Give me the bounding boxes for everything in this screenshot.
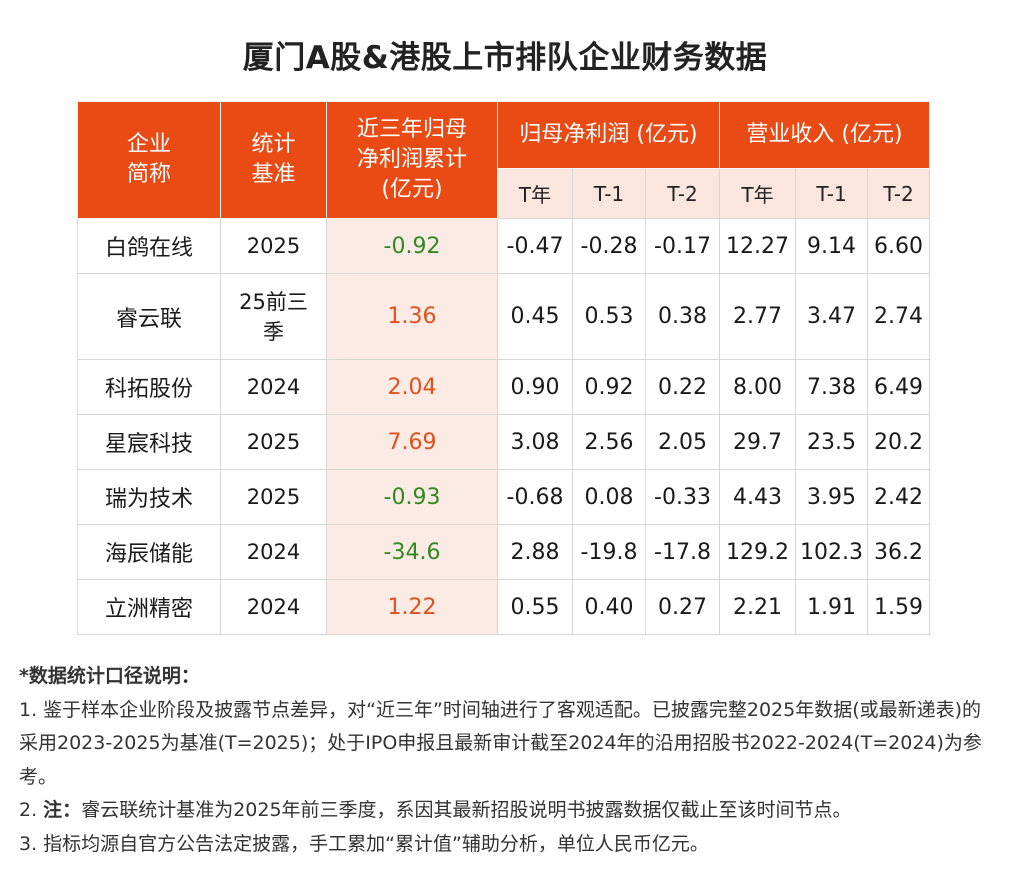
header-revenue-group: 营业收入 (亿元) [719, 101, 931, 169]
cumulative-cell: 7.69 [326, 414, 498, 470]
company-name: 睿云联 [77, 273, 221, 360]
company-name: 立洲精密 [77, 579, 221, 635]
basis-cell: 2025 [220, 218, 327, 274]
revenue-cell: 6.60 [867, 218, 931, 274]
profit-cell: 0.90 [497, 359, 573, 415]
revenue-cell: 7.38 [795, 359, 869, 415]
cumulative-cell: 1.36 [326, 273, 498, 360]
profit-cell: 0.08 [572, 469, 646, 525]
basis-cell: 25前三季 [220, 273, 327, 360]
revenue-cell: 2.74 [867, 273, 931, 360]
revenue-cell: 2.77 [719, 273, 797, 360]
header-profit-0: T年 [497, 168, 573, 219]
table-row: 白鸽在线 2025 -0.92 -0.47 -0.28 -0.17 12.27 9.14 6.6… [77, 218, 931, 274]
profit-cell: 0.55 [497, 579, 573, 635]
financial-table: 企业 简称 统计 基准 近三年归母 净利润累计 (亿元) 归母净利润 (亿元) 营业收入… [77, 101, 931, 635]
company-name: 科拓股份 [77, 359, 221, 415]
profit-cell: -17.8 [644, 524, 721, 580]
basis-cell: 2025 [220, 414, 327, 470]
table-row: 星宸科技 2025 7.69 3.08 2.56 2.05 29.7 23.5 20.2 [77, 414, 931, 470]
table-row: 瑞为技术 2025 -0.93 -0.68 0.08 -0.33 4.43 3.95 2.42 [77, 469, 931, 525]
cumulative-cell: -0.93 [326, 469, 498, 525]
note-3: 3. 指标均源自官方公告法定披露，手工累加“累计值”辅助分析，单位人民币亿元。 [19, 832, 709, 855]
revenue-cell: 1.59 [867, 579, 931, 635]
table-row: 科拓股份 2024 2.04 0.90 0.92 0.22 8.00 7.38 6.49 [77, 359, 931, 415]
table-row: 海辰储能 2024 -34.6 2.88 -19.8 -17.8 129.2 102.3 36.… [77, 524, 931, 580]
profit-cell: 0.92 [572, 359, 646, 415]
profit-cell: 2.56 [572, 414, 646, 470]
revenue-cell: 1.91 [795, 579, 869, 635]
revenue-cell: 102.3 [795, 524, 869, 580]
header-company: 企业 简称 [77, 101, 221, 219]
notes-heading: *数据统计口径说明： [19, 665, 200, 687]
profit-cell: 2.05 [644, 414, 721, 470]
header-revenue-1: T-1 [795, 168, 869, 219]
revenue-cell: 36.2 [867, 524, 931, 580]
profit-cell: 0.27 [644, 579, 721, 635]
revenue-cell: 23.5 [795, 414, 869, 470]
profit-cell: 3.08 [497, 414, 573, 470]
profit-cell: -0.68 [497, 469, 573, 525]
profit-cell: 0.45 [497, 273, 573, 360]
revenue-cell: 4.43 [719, 469, 797, 525]
basis-cell: 2024 [220, 524, 327, 580]
cumulative-cell: -0.92 [326, 218, 498, 274]
basis-cell: 2024 [220, 359, 327, 415]
profit-cell: 0.40 [572, 579, 646, 635]
revenue-cell: 9.14 [795, 218, 869, 274]
header-basis: 统计 基准 [220, 101, 327, 219]
company-name: 瑞为技术 [77, 469, 221, 525]
cumulative-cell: 1.22 [326, 579, 498, 635]
basis-cell: 2024 [220, 579, 327, 635]
page-title: 厦门A股&港股上市排队企业财务数据 [242, 40, 768, 76]
revenue-cell: 2.42 [867, 469, 931, 525]
company-name: 星宸科技 [77, 414, 221, 470]
table-row: 睿云联 25前三季 1.36 0.45 0.53 0.38 2.77 3.47 2.74 [77, 273, 931, 360]
basis-cell: 2025 [220, 469, 327, 525]
header-revenue-2: T-2 [867, 168, 931, 219]
note-1: 1. 鉴于样本企业阶段及披露节点差异，对“近三年”时间轴进行了客观适配。已披露完… [19, 698, 982, 788]
header-profit-2: T-2 [644, 168, 721, 219]
revenue-cell: 29.7 [719, 414, 797, 470]
profit-cell: 0.38 [644, 273, 721, 360]
revenue-cell: 20.2 [867, 414, 931, 470]
profit-cell: -19.8 [572, 524, 646, 580]
cumulative-cell: 2.04 [326, 359, 498, 415]
revenue-cell: 129.2 [719, 524, 797, 580]
profit-cell: 0.22 [644, 359, 721, 415]
notes: *数据统计口径说明： 1. 鉴于样本企业阶段及披露节点差异，对“近三年”时间轴进… [19, 660, 999, 861]
note-2: 2. 注：睿云联统计基准为2025年前三季度，系因其最新招股说明书披露数据仅截止… [19, 799, 852, 821]
profit-cell: -0.28 [572, 218, 646, 274]
revenue-cell: 3.95 [795, 469, 869, 525]
revenue-cell: 12.27 [719, 218, 797, 274]
revenue-cell: 8.00 [719, 359, 797, 415]
company-name: 海辰储能 [77, 524, 221, 580]
revenue-cell: 2.21 [719, 579, 797, 635]
profit-cell: 0.53 [572, 273, 646, 360]
cumulative-cell: -34.6 [326, 524, 498, 580]
header-cumulative: 近三年归母 净利润累计 (亿元) [326, 101, 498, 219]
profit-cell: -0.33 [644, 469, 721, 525]
profit-cell: 2.88 [497, 524, 573, 580]
company-name: 白鸽在线 [77, 218, 221, 274]
header-revenue-0: T年 [719, 168, 797, 219]
profit-cell: -0.17 [644, 218, 721, 274]
header-profit-group: 归母净利润 (亿元) [496, 101, 721, 169]
profit-cell: -0.47 [497, 218, 573, 274]
header-profit-1: T-1 [572, 168, 646, 219]
revenue-cell: 3.47 [795, 273, 869, 360]
revenue-cell: 6.49 [867, 359, 931, 415]
table-row: 立洲精密 2024 1.22 0.55 0.40 0.27 2.21 1.91 1.59 [77, 579, 931, 635]
